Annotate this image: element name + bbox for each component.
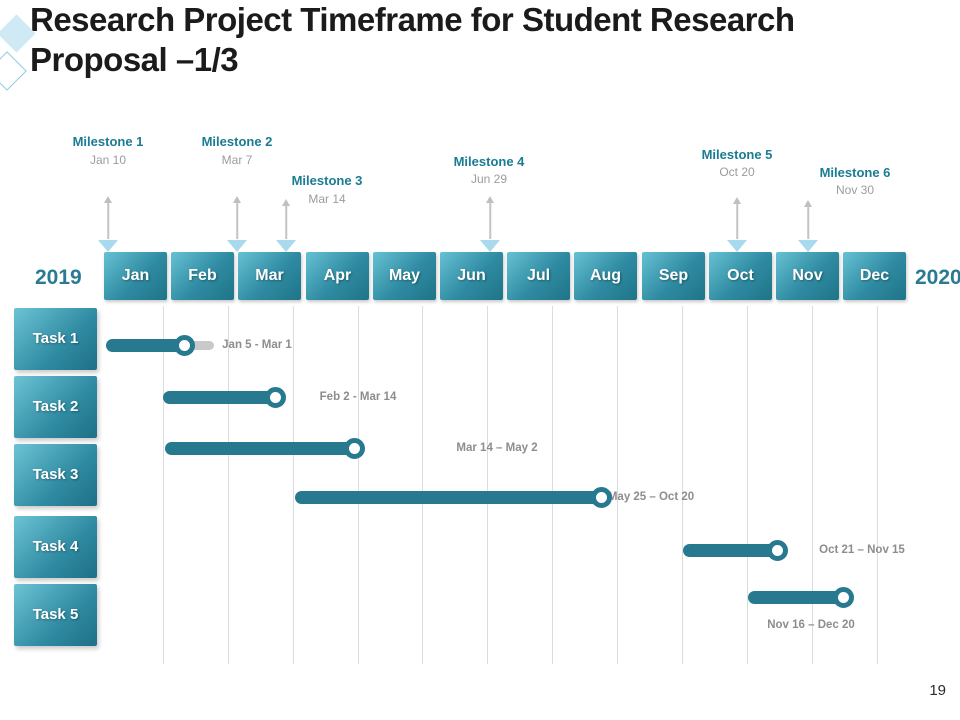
gantt-bar: [683, 543, 777, 557]
milestone-marker-icon: [98, 240, 118, 252]
milestone-date: Mar 7: [221, 153, 253, 167]
grid-line: [747, 306, 748, 664]
gantt-bar: [106, 338, 184, 352]
grid-line: [552, 306, 553, 664]
milestone-arrow-icon: [733, 197, 741, 204]
task-box-5: Task 5: [14, 584, 97, 646]
milestone-date: Nov 30: [835, 183, 875, 197]
page-title: Research Project Timeframe for Student R…: [30, 0, 940, 80]
month-cell-aug: Aug: [574, 252, 637, 300]
month-cell-jan: Jan: [104, 252, 167, 300]
milestone-arrow-icon: [282, 199, 290, 206]
bar-range-label: Mar 14 – May 2: [456, 442, 538, 454]
month-cell-sep: Sep: [642, 252, 705, 300]
gantt-bar-knob: [590, 486, 612, 508]
milestone-label: Milestone 3: [291, 173, 363, 188]
grid-line: [487, 306, 488, 664]
milestone-arrow-shaft: [236, 202, 238, 239]
milestone-date: Mar 14: [308, 192, 346, 206]
milestone-arrow-icon: [804, 200, 812, 207]
milestone-label: Milestone 1: [72, 134, 144, 149]
milestone-arrow-icon: [104, 196, 112, 203]
month-cell-nov: Nov: [776, 252, 839, 300]
bar-range-label: Oct 21 – Nov 15: [819, 544, 905, 556]
milestone-arrow-shaft: [736, 203, 738, 239]
month-cell-jun: Jun: [440, 252, 503, 300]
month-cell-may: May: [373, 252, 436, 300]
year-label-2019: 2019: [35, 266, 82, 289]
gantt-bar: [165, 441, 354, 455]
title-line-2: Proposal –1/3: [30, 41, 239, 78]
grid-line: [877, 306, 878, 664]
title-line-1: Research Project Timeframe for Student R…: [30, 1, 795, 38]
month-cell-feb: Feb: [171, 252, 234, 300]
milestone-label: Milestone 2: [201, 134, 273, 149]
gantt-bar-knob: [264, 386, 286, 408]
task-box-1: Task 1: [14, 308, 97, 370]
milestone-label: Milestone 5: [701, 147, 773, 162]
milestone-date: Jun 29: [470, 172, 508, 186]
milestone-date: Oct 20: [719, 165, 755, 179]
grid-line: [293, 306, 294, 664]
month-cell-oct: Oct: [709, 252, 772, 300]
month-cell-jul: Jul: [507, 252, 570, 300]
milestone-arrow-shaft: [489, 202, 491, 239]
month-cell-apr: Apr: [306, 252, 369, 300]
milestone-marker-icon: [480, 240, 500, 252]
bar-range-label: Jan 5 - Mar 1: [222, 339, 292, 351]
milestone-date: Jan 10: [89, 153, 127, 167]
header-diamond-outline-icon: [0, 51, 27, 91]
milestone-marker-icon: [798, 240, 818, 252]
gantt-bar-tail: [184, 340, 214, 350]
year-label-2020: 2020: [915, 266, 960, 289]
task-box-4: Task 4: [14, 516, 97, 578]
gantt-bar: [163, 390, 275, 404]
milestone-label: Milestone 6: [819, 165, 891, 180]
milestone-arrow-icon: [233, 196, 241, 203]
milestone-label: Milestone 4: [453, 154, 525, 169]
milestone-marker-icon: [276, 240, 296, 252]
gantt-bar: [295, 490, 601, 504]
month-cell-mar: Mar: [238, 252, 301, 300]
grid-line: [228, 306, 229, 664]
milestone-arrow-shaft: [107, 202, 109, 239]
gantt-bar-knob: [832, 586, 854, 608]
grid-line: [617, 306, 618, 664]
grid-line: [812, 306, 813, 664]
task-box-2: Task 2: [14, 376, 97, 438]
gantt-bar-knob: [343, 437, 365, 459]
milestone-marker-icon: [227, 240, 247, 252]
bar-range-label: Nov 16 – Dec 20: [767, 619, 855, 631]
grid-line: [422, 306, 423, 664]
gantt-bar-knob: [766, 539, 788, 561]
bar-range-label: Feb 2 - Mar 14: [319, 391, 397, 403]
grid-line: [358, 306, 359, 664]
milestone-arrow-shaft: [285, 205, 287, 239]
page-number: 19: [929, 682, 946, 699]
grid-line: [682, 306, 683, 664]
month-cell-dec: Dec: [843, 252, 906, 300]
bar-range-label: May 25 – Oct 20: [607, 491, 695, 503]
grid-line: [163, 306, 164, 664]
gantt-bar-knob: [173, 334, 195, 356]
milestone-arrow-icon: [486, 196, 494, 203]
milestone-arrow-shaft: [807, 206, 809, 239]
task-box-3: Task 3: [14, 444, 97, 506]
milestone-marker-icon: [727, 240, 747, 252]
gantt-bar: [748, 590, 843, 604]
